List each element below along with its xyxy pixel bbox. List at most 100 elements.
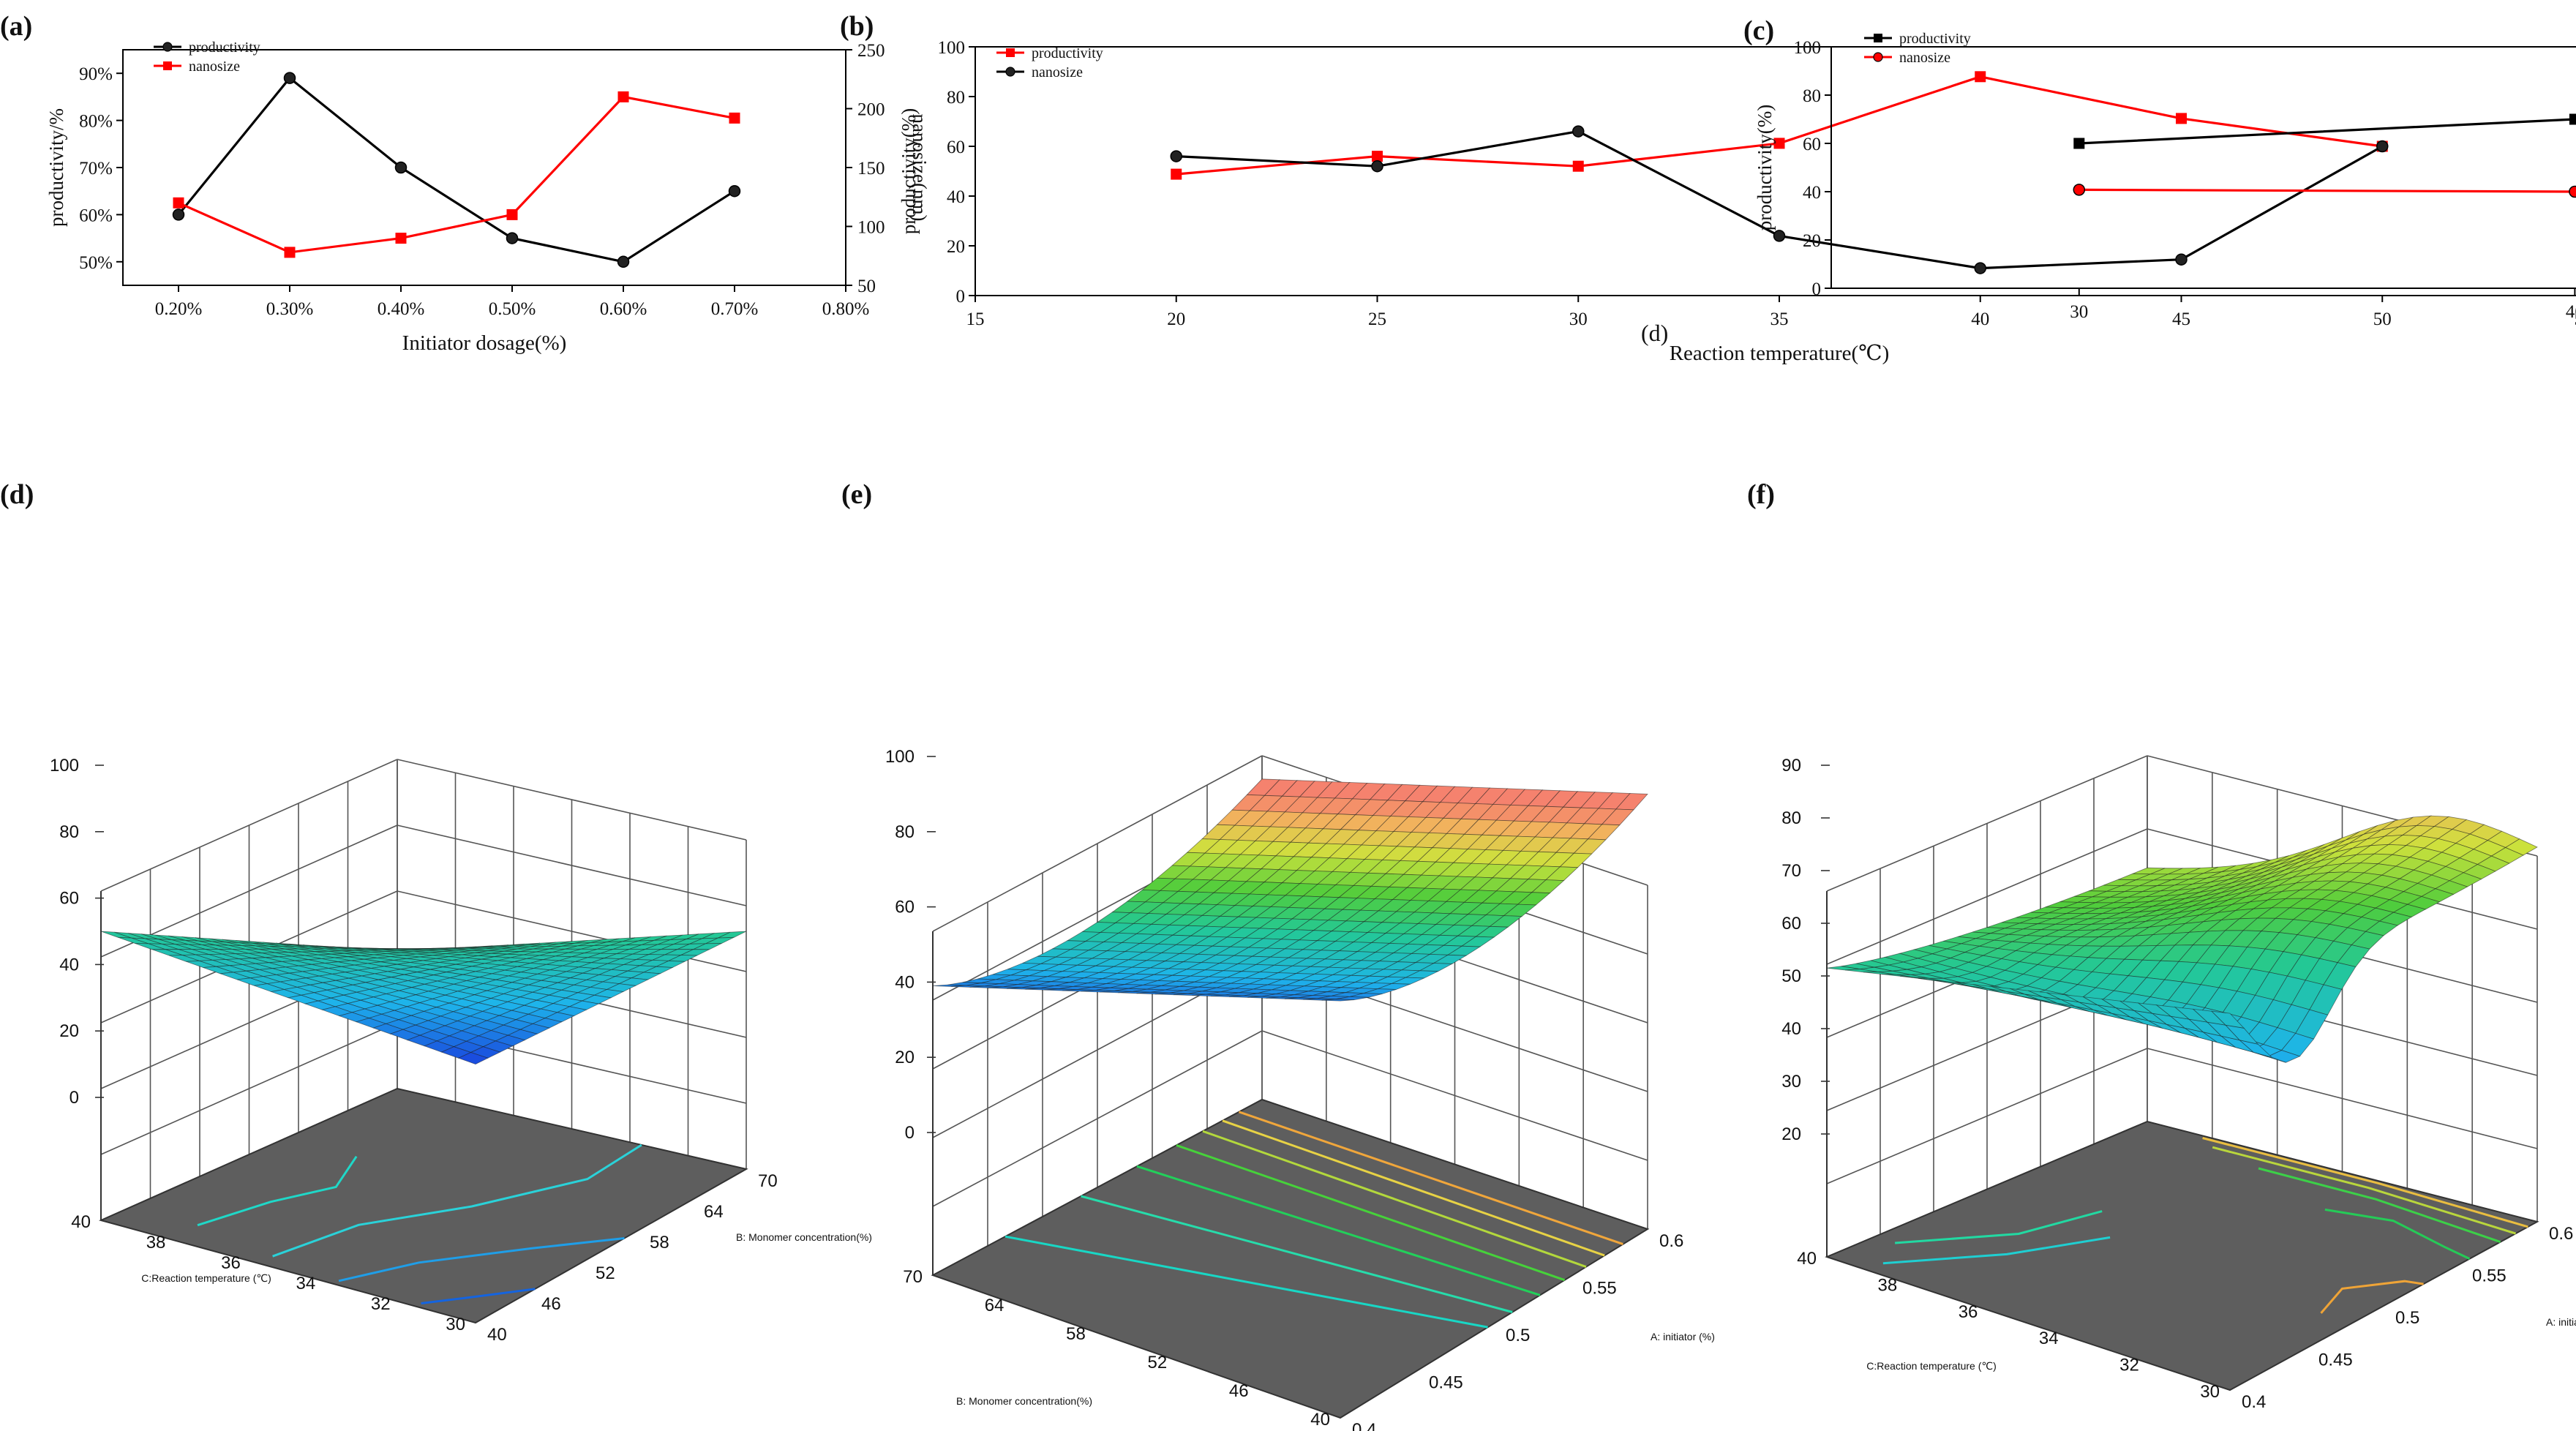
y-axis-label-left: productivity(%)	[898, 108, 920, 234]
z-tick-label: 40	[59, 955, 79, 974]
z-tick-label: 80	[59, 822, 79, 842]
y-tick-label-right: 150	[857, 159, 885, 179]
wall-grid-horizontal	[1826, 1048, 2148, 1184]
y-tick-label-left: 20	[947, 237, 965, 257]
data-point-nanosize	[1170, 150, 1182, 162]
floor-contour	[2320, 1280, 2424, 1314]
surface-cell	[457, 1052, 489, 1065]
y-tick-label-left: 100	[938, 38, 966, 58]
data-point-nanosize	[1371, 159, 1383, 173]
left-axis-title: B: Monomer concentration(%)	[956, 1395, 1092, 1407]
left-axis-tick-label: 38	[1877, 1275, 1897, 1295]
response-surface	[932, 778, 1648, 1002]
data-point-productivity	[1975, 71, 1986, 83]
data-point-productivity	[2073, 138, 2085, 149]
y-tick-label-left: 100	[1794, 38, 1822, 58]
floor-contour	[338, 1237, 625, 1282]
data-point-nanosize	[506, 209, 518, 220]
data-point-productivity	[617, 255, 630, 268]
data-point-nanosize	[2175, 253, 2188, 266]
z-tick-label: 70	[1781, 861, 1801, 881]
x-tick-label: 30	[2070, 302, 2088, 322]
y-tick-label-left: 60	[1803, 135, 1821, 154]
right-axis-tick-label: 0.55	[2472, 1266, 2506, 1286]
legend-label: productivity	[1032, 45, 1103, 61]
data-point-productivity	[506, 232, 519, 244]
right-axis-title: B: Monomer concentration(%)	[736, 1231, 872, 1243]
data-point-productivity	[728, 184, 741, 198]
data-point-productivity	[394, 161, 408, 174]
y-tick-label-left: 60%	[79, 206, 113, 225]
left-axis-title: C:Reaction temperature (℃)	[141, 1272, 271, 1284]
floor-plane	[99, 1087, 748, 1324]
floor-plane	[1825, 1120, 2539, 1391]
legend-marker	[162, 42, 173, 52]
legend-label: productivity	[1899, 31, 1971, 47]
right-axis-tick-label: 0.4	[1352, 1420, 1376, 1431]
floor-contour	[1176, 1143, 1566, 1282]
z-tick-label: 40	[1781, 1019, 1801, 1039]
z-tick-label: 20	[59, 1021, 79, 1041]
wall-grid-horizontal	[100, 1022, 398, 1155]
data-point-nanosize	[284, 247, 296, 258]
x-tick-label: 50	[2373, 309, 2392, 329]
x-tick-label: 0.80%	[822, 299, 870, 319]
y-tick-label-left: 40	[947, 187, 965, 207]
data-point-productivity	[2569, 113, 2576, 125]
y-tick-label-left: 0	[1812, 279, 1822, 299]
panel-a: 0.20% 0.30% 0.40% 0.50% 0.60% 0.70% 0.80% 50% 60…	[0, 11, 931, 355]
left-axis-tick-label: 40	[1310, 1410, 1330, 1430]
series-line-nanosize	[2079, 188, 2576, 193]
floor-contour	[1081, 1195, 1513, 1313]
y-tick-label-right: 100	[857, 218, 885, 238]
left-axis-tick-label: 70	[903, 1267, 923, 1287]
left-axis-title: C:Reaction temperature (℃)	[1866, 1360, 1997, 1372]
legend-marker	[1006, 48, 1015, 57]
floor-contour	[2324, 1208, 2471, 1260]
floor-contour	[2258, 1167, 2501, 1244]
floor-contour	[2202, 1137, 2528, 1228]
wall-grid-horizontal	[1826, 828, 2148, 965]
wall-grid-horizontal	[100, 759, 398, 892]
left-axis-tick-label: 58	[1066, 1324, 1086, 1344]
series-line-nanosize	[178, 95, 735, 254]
panel-letter: (b)	[840, 11, 874, 42]
x-axis-label: Reaction temperature(℃)	[1670, 342, 1890, 365]
left-axis-tick-label: 64	[985, 1296, 1005, 1315]
y-axis-label-left: productivity/%	[45, 108, 67, 227]
response-surface	[100, 931, 747, 1065]
left-axis-tick-label: 46	[1229, 1381, 1249, 1401]
z-tick-label: 60	[895, 898, 915, 917]
legend-marker	[1005, 67, 1015, 77]
panel-f: 20 30 40 50 60 70 80 90 40 38 36 34 32 30 0.4 0.45 0.5 0.…	[1747, 479, 2576, 1412]
panel-b: 15 20 25 30 35 40 45 50 55 0 20 40 60 80 100 50 100 150 20…	[840, 11, 2576, 365]
z-tick-label: 40	[895, 972, 915, 992]
wall-grid-horizontal	[1826, 755, 2148, 892]
right-axis-tick-label: 52	[596, 1263, 615, 1283]
response-surface	[1826, 815, 2538, 1063]
x-axis-label: Initiator dosage(%)	[402, 331, 567, 355]
legend-label: nanosize	[189, 59, 240, 75]
surface-cell	[2210, 1010, 2245, 1029]
legend-marker	[163, 61, 172, 70]
floor-contour	[2212, 1146, 2517, 1235]
right-axis-tick-label: 64	[704, 1202, 724, 1222]
wall-grid-horizontal	[932, 1030, 1263, 1207]
floor-contour	[197, 1155, 358, 1227]
left-axis-tick-label: 38	[146, 1233, 166, 1252]
floor-contour	[421, 1288, 536, 1304]
left-axis-tick-label: 30	[2200, 1382, 2220, 1402]
y-axis-label-left: productivity(%)	[1754, 105, 1776, 230]
x-tick-label: 35	[1770, 309, 1789, 329]
left-axis-tick-label: 32	[2119, 1356, 2139, 1375]
x-tick-label: 0.70%	[711, 299, 759, 319]
y-tick-label-right: 250	[857, 41, 885, 61]
floor-contour	[1239, 1111, 1623, 1246]
x-tick-label: 25	[1368, 309, 1386, 329]
panel-letter-extra: (d)	[1641, 320, 1668, 346]
legend-label: nanosize	[1899, 50, 1950, 66]
data-point-productivity	[1572, 160, 1584, 172]
left-axis-tick-label: 30	[446, 1315, 465, 1334]
z-tick-label: 100	[50, 756, 79, 775]
panel-c: 3040506070020406080100050100150200250Mon…	[1743, 15, 2576, 322]
